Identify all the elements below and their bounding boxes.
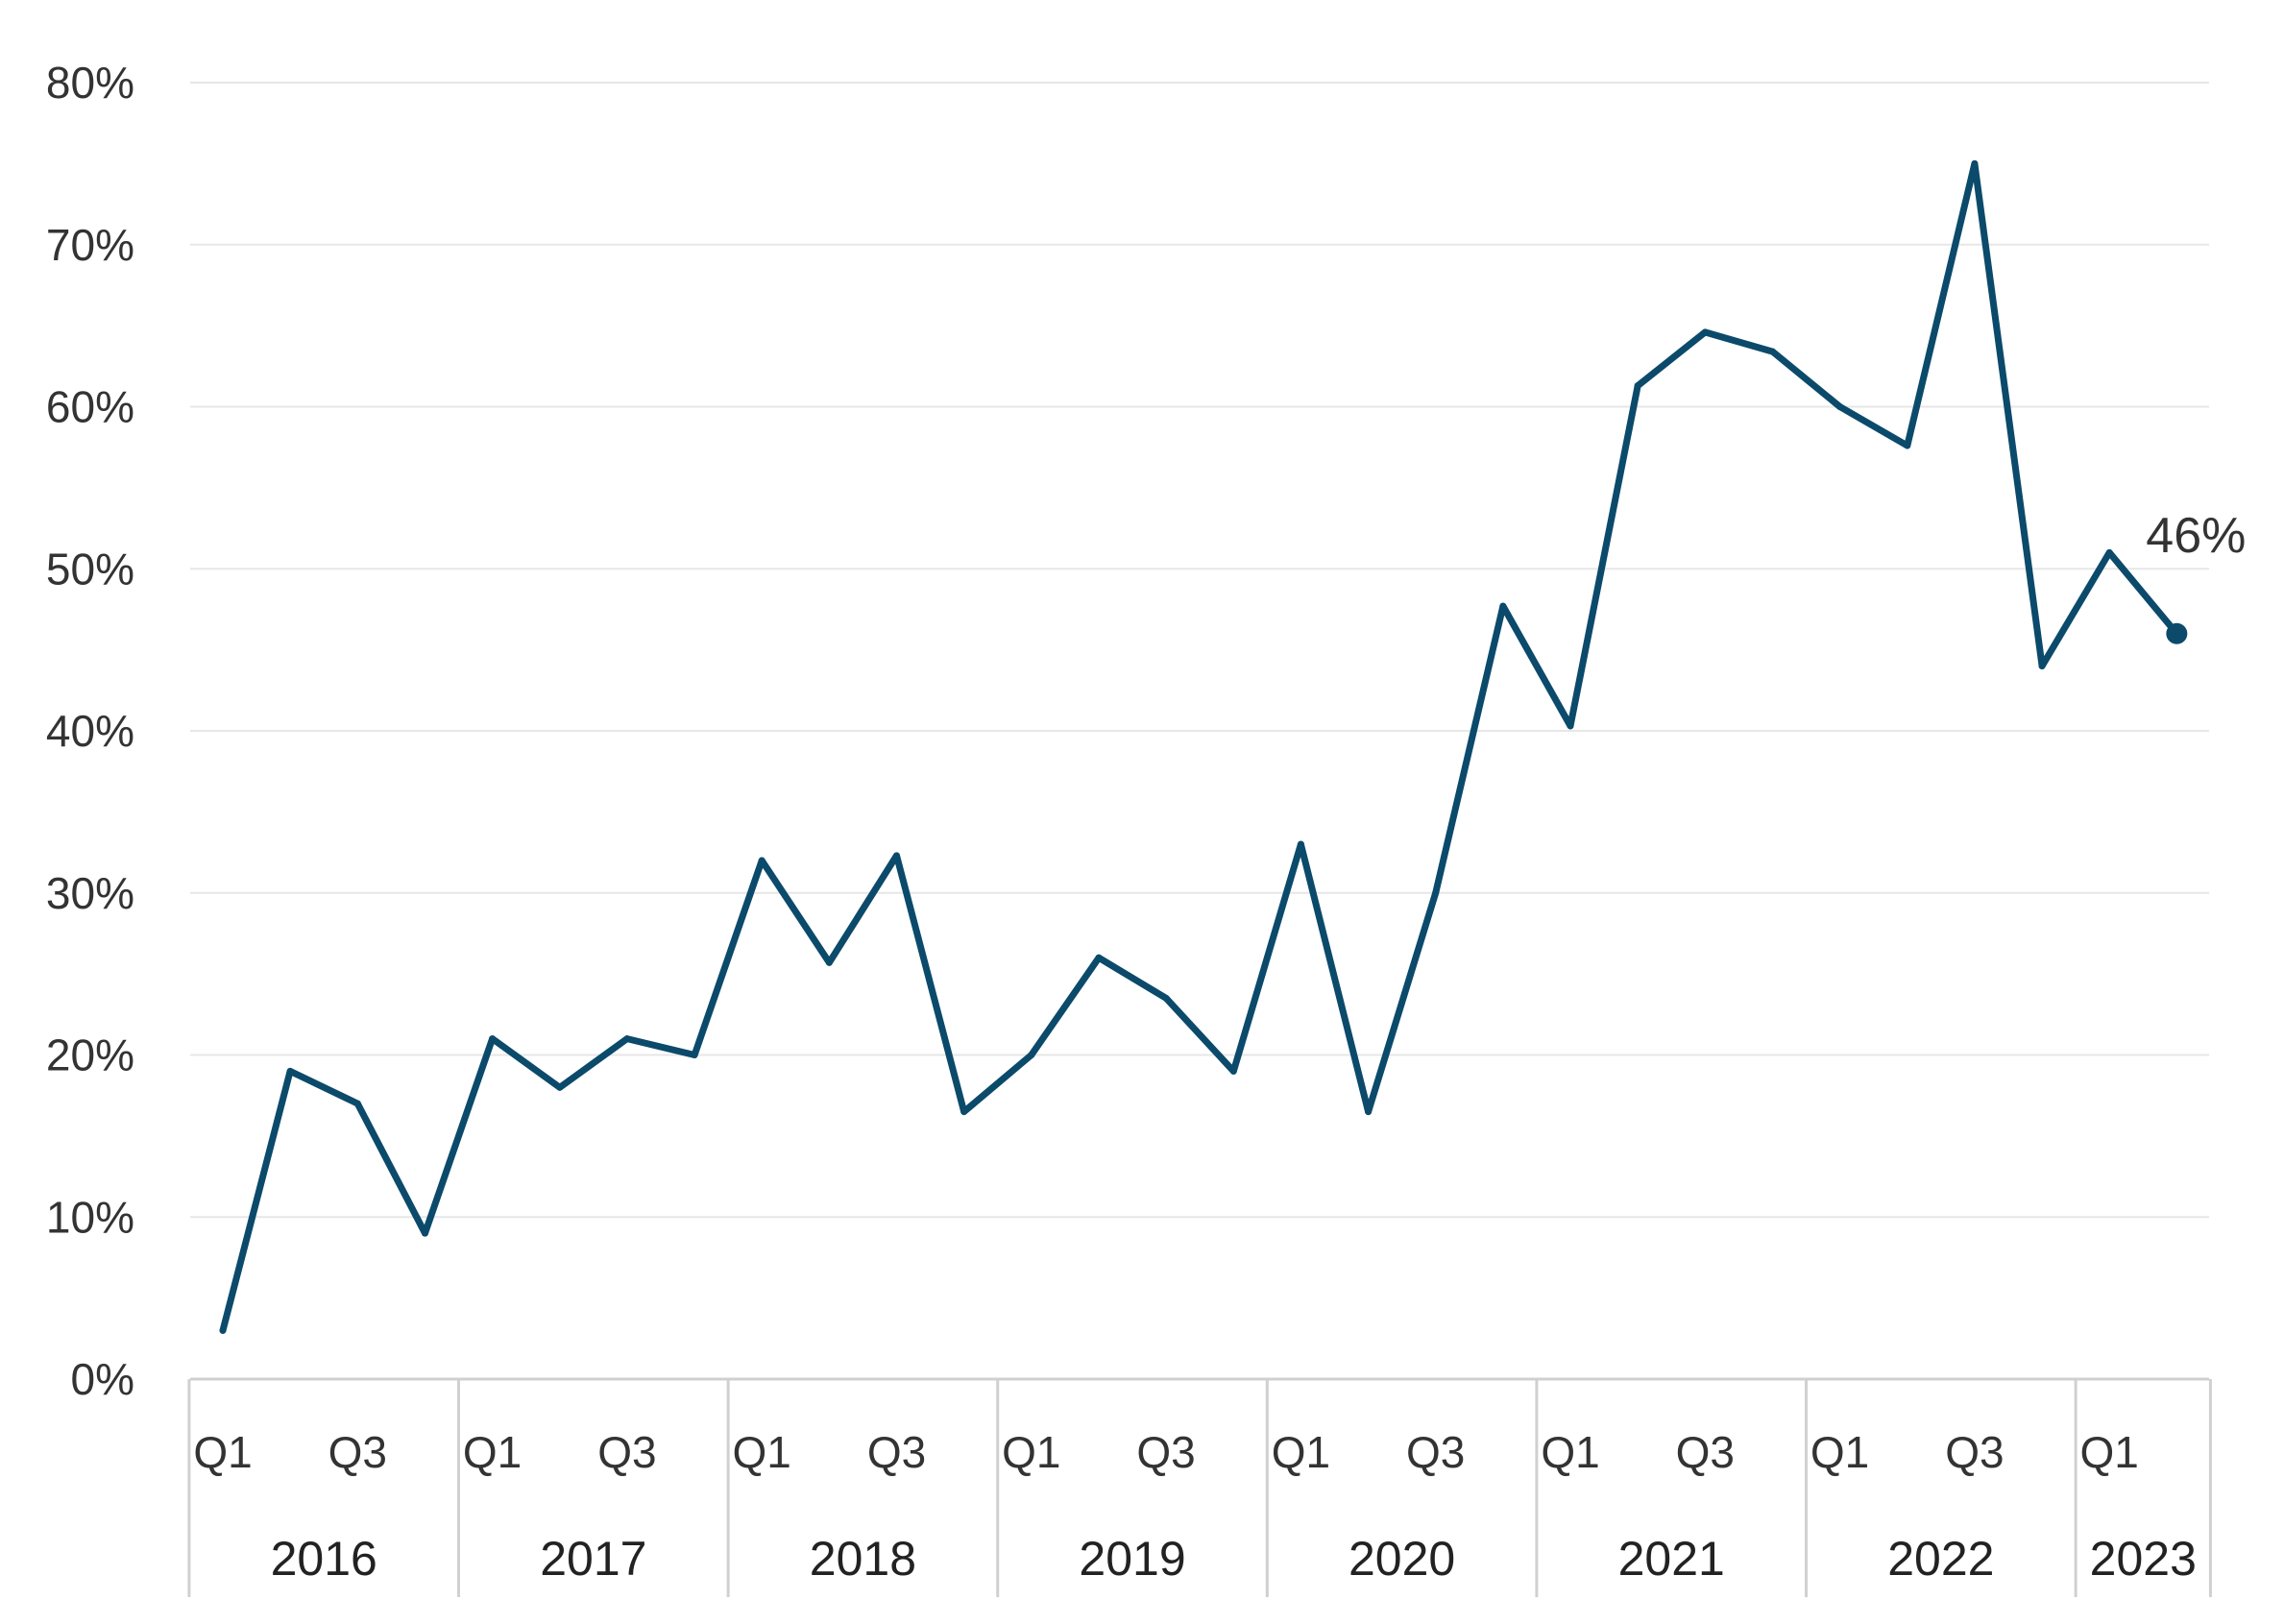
x-tick-label: Q3	[328, 1427, 387, 1477]
gridlines	[190, 82, 2209, 1219]
data-point	[758, 857, 765, 864]
y-tick-label: 70%	[46, 220, 134, 270]
year-label: 2016	[271, 1532, 377, 1586]
y-tick-label: 50%	[46, 544, 134, 594]
y-tick-label: 30%	[46, 868, 134, 918]
data-point	[1229, 1067, 1237, 1075]
x-tick-label: Q1	[1002, 1427, 1060, 1477]
x-tick-label: Q1	[2080, 1427, 2139, 1477]
x-tick-label: Q3	[867, 1427, 926, 1477]
data-point	[1768, 348, 1776, 355]
data-point	[1365, 1108, 1373, 1116]
x-tick-label: Q3	[1136, 1427, 1195, 1477]
data-point	[1297, 840, 1304, 848]
data-point	[893, 852, 900, 860]
y-tick-label: 60%	[46, 382, 134, 432]
data-point	[1634, 382, 1641, 390]
x-tick-label: Q1	[1810, 1427, 1869, 1477]
data-point	[2105, 548, 2113, 556]
data-point	[623, 1035, 631, 1043]
y-tick-label: 0%	[71, 1354, 134, 1404]
data-point	[691, 1052, 698, 1058]
data-point	[353, 1100, 361, 1107]
end-value-label: 46%	[2146, 508, 2246, 564]
data-point	[1904, 442, 1911, 449]
series-line	[219, 159, 2180, 1334]
data-point	[960, 1108, 968, 1116]
y-tick-label: 20%	[46, 1030, 134, 1080]
x-tick-label: Q1	[193, 1427, 252, 1477]
year-label: 2021	[1618, 1532, 1725, 1586]
year-label: 2023	[2090, 1532, 2197, 1586]
data-point	[1432, 889, 1440, 897]
year-label: 2019	[1079, 1532, 1185, 1586]
x-tick-label: Q1	[1272, 1427, 1330, 1477]
data-point	[2038, 663, 2046, 669]
year-label: 2017	[540, 1532, 646, 1586]
data-point	[1095, 954, 1103, 961]
data-point	[1567, 722, 1574, 730]
data-point	[825, 958, 833, 966]
data-point	[219, 1326, 227, 1334]
end-point-marker	[2166, 622, 2188, 644]
year-label: 2022	[1887, 1532, 1994, 1586]
x-tick-label: Q3	[1945, 1427, 2004, 1477]
x-axis: 2016 2017 2018 2019 2020 2021 2022 2023 Q1 Q3 Q1 Q3…	[187, 1377, 2212, 1597]
data-point	[1499, 602, 1507, 610]
x-tick-label: Q1	[733, 1427, 791, 1477]
data-point	[1971, 159, 1979, 167]
series-layer	[219, 159, 2188, 1334]
data-point	[1028, 1052, 1035, 1058]
x-tick-label: Q3	[1406, 1427, 1465, 1477]
year-label: 2018	[810, 1532, 916, 1586]
data-point	[1162, 994, 1170, 1002]
y-tick-label: 40%	[46, 706, 134, 756]
data-point	[1836, 403, 1844, 410]
x-tick-label: Q1	[463, 1427, 522, 1477]
year-label: 2020	[1349, 1532, 1455, 1586]
data-point	[1701, 328, 1709, 336]
data-point	[286, 1067, 294, 1075]
x-tick-label: Q1	[1541, 1427, 1599, 1477]
y-tick-label: 80%	[46, 58, 134, 108]
y-tick-label: 10%	[46, 1192, 134, 1242]
data-point	[556, 1083, 564, 1091]
data-point	[489, 1035, 497, 1043]
x-tick-label: Q3	[1676, 1427, 1735, 1477]
x-tick-label: Q3	[597, 1427, 656, 1477]
y-axis: 0% 10% 20% 30% 40% 50% 60% 70% 80%	[46, 58, 134, 1404]
data-point	[421, 1229, 428, 1237]
